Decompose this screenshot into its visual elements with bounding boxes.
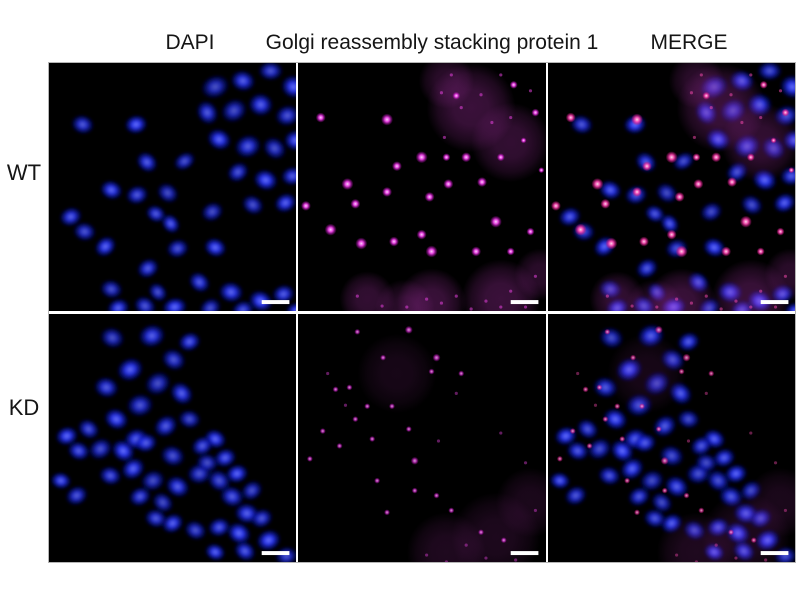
scale-bar [511,551,539,556]
panel-kd-grasp1 [298,314,546,562]
panel-kd-merge [547,314,795,562]
golgi-signal-layer [550,63,795,311]
scale-bar [261,551,290,556]
micrograph-wt-grasp1 [298,63,546,311]
panel-wt-merge [547,63,795,311]
micrograph-kd-grasp1 [298,314,546,562]
scale-bar [760,300,789,305]
golgi-signal-layer [307,325,546,562]
micrograph-grid [48,62,796,563]
nuclei-layer [59,63,297,311]
column-header-dapi: DAPI [165,31,215,54]
nuclei-layer [50,323,297,562]
row-label-wt: WT [6,160,42,185]
micrograph-wt-merge [547,63,795,311]
scale-bar [760,551,789,556]
micrograph-kd-merge [547,314,795,562]
scale-bar [511,300,539,305]
column-header-merge: MERGE [650,31,728,54]
scale-bar [261,300,290,305]
column-header-grasp1: Golgi reassembly stacking protein 1 [265,31,599,54]
panel-kd-dapi [49,314,297,562]
golgi-signal-layer [556,325,795,562]
micrograph-wt-dapi [49,63,297,311]
panel-wt-dapi [49,63,297,311]
golgi-signal-layer [301,63,546,311]
row-label-kd: KD [8,395,40,420]
micrograph-kd-dapi [49,314,297,562]
panel-wt-grasp1 [298,63,546,311]
